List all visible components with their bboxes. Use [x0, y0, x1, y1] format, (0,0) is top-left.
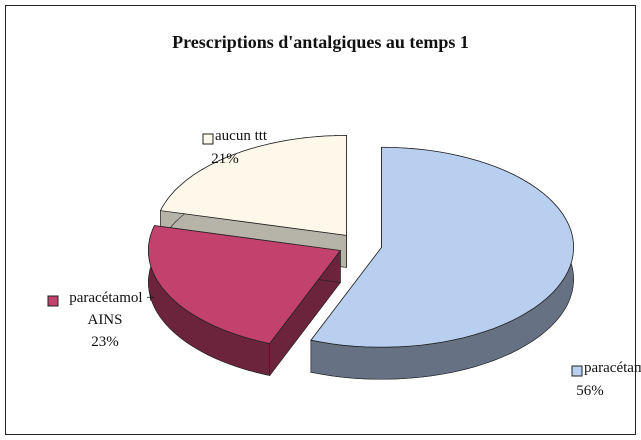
chart-title: Prescriptions d'antalgiques au temps 1 — [172, 32, 469, 52]
slice-label: paracétamol — [584, 360, 641, 376]
slice-label: aucun ttt — [215, 128, 268, 144]
slice-label: paracétamol + AINS — [69, 290, 155, 328]
slice — [147, 225, 342, 344]
slice — [310, 146, 575, 348]
slice — [159, 134, 347, 236]
slice-value-label: 21% — [211, 151, 239, 167]
legend-swatch — [47, 295, 59, 307]
legend-swatch — [202, 133, 214, 145]
slice-value-label: 56% — [576, 383, 604, 399]
legend-swatch — [571, 365, 583, 377]
slice-value-label: 23% — [91, 334, 119, 350]
